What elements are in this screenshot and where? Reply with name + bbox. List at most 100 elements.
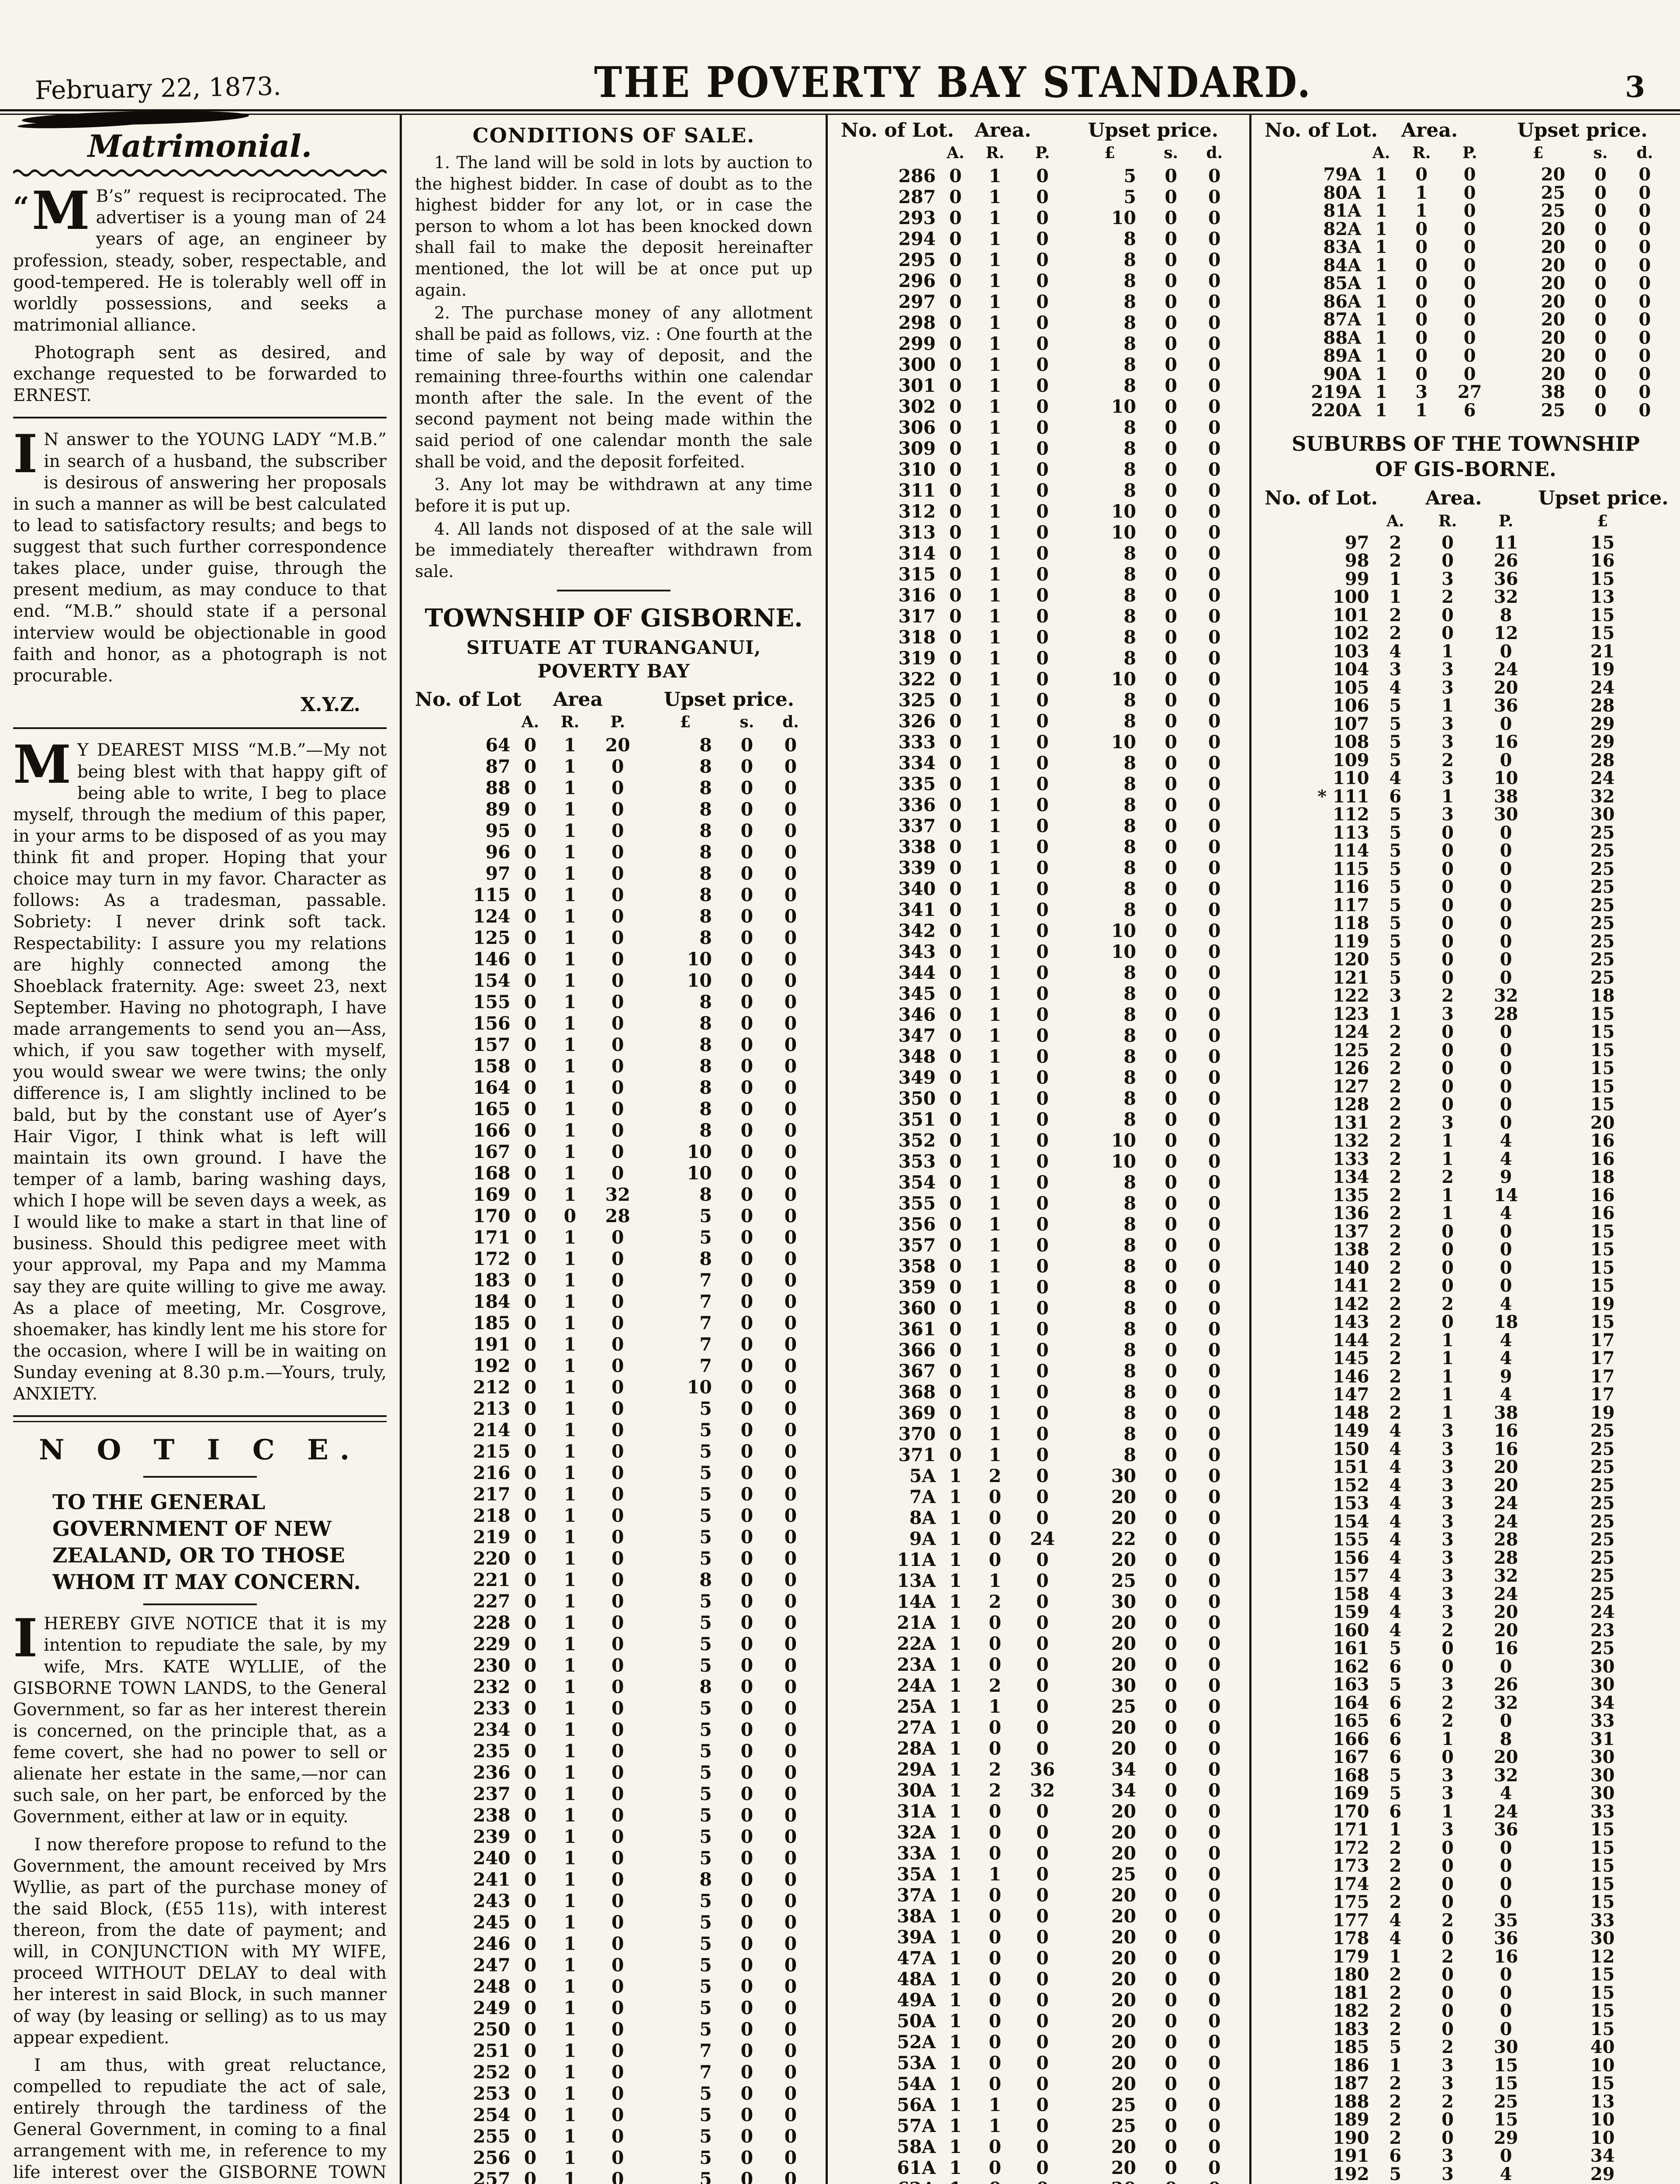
lot-number: 354 [898,1172,936,1193]
table-row: 191 0 1 0 7 0 0 [415,1334,812,1355]
table-cell: 32 [1474,2183,1538,2184]
lot-number: 121 [1332,967,1369,988]
table-cell: 1 [563,1034,577,1055]
table-cell: 0 [1036,920,1049,942]
table-cell: 0 [949,1403,962,1424]
table-cell: 5 [1389,695,1402,716]
table-cell: 15 [1590,1964,1615,1985]
table-row: 345 0 1 0 8 0 0 [841,983,1236,1004]
table-cell: 25 [1590,1475,1615,1496]
table-cell: 0 [1165,2136,1177,2158]
table-row: 313 0 1 0 10 0 0 [841,522,1236,543]
table-cell: 0 [1165,1067,1177,1089]
table-cell: 0 [989,1738,1002,1759]
table-cell: 1 [1389,587,1402,608]
lot-number: 166 [473,1120,511,1141]
lot-number: 161 [1332,1638,1369,1659]
table-cell: 0 [611,1826,624,1847]
table-cell: 8 [1123,1067,1136,1089]
lot-number: 164 [1332,1692,1369,1713]
table-cell: 29 [1493,2127,1518,2148]
lot-number: 132 [1332,1130,1369,1151]
table-cell: 0 [1500,2018,1512,2039]
table-cell: 32 [1493,1692,1518,1713]
table-cell: 15 [1590,1221,1615,1242]
table-cell: 17 [1590,1384,1615,1405]
table-cell: 0 [1036,2136,1049,2158]
table-cell: 0 [1165,1465,1177,1487]
table-row: 103 4 1 0 21 [1265,643,1667,661]
table-cell: 0 [524,2083,537,2104]
table-cell: 0 [949,1046,962,1068]
table-row: 166 0 1 0 8 0 0 [415,1120,812,1141]
table-row: 161 5 0 16 25 [1265,1639,1667,1658]
lot-number: 346 [898,1004,936,1026]
table-cell: 8 [1123,816,1136,837]
table-cell: 2 [1389,2073,1402,2094]
table-row: 186 1 3 15 10 [1265,2056,1667,2075]
table-cell: 2 [1389,1384,1402,1405]
lot-number: 13A [897,1570,936,1592]
table-cell: 29 [1590,2163,1615,2184]
table-cell: 15 [1590,1856,1615,1876]
table-cell: 1 [949,1885,962,1906]
table-cell: 0 [1036,690,1049,711]
table-cell: 0 [1165,1612,1177,1634]
table-cell: 0 [740,970,754,991]
table-row: 246 0 1 0 5 0 0 [415,1933,812,1955]
table-cell: 3 [1441,2146,1454,2167]
table-cell: 1 [989,774,1002,795]
table-cell: 8 [699,884,712,905]
table-row: 357 0 1 0 8 0 0 [841,1235,1236,1256]
table-cell: 1 [563,1804,577,1826]
table-row: 154 0 1 0 10 0 0 [415,970,812,992]
table-cell: 3 [1441,1003,1454,1024]
table-row: 297 0 1 0 8 0 0 [841,291,1236,312]
table-cell: 10 [1111,522,1136,543]
table-cell: 0 [784,1462,797,1483]
table-cell: 0 [1165,1654,1177,1676]
table-cell: 1 [989,1088,1002,1109]
lot-number: 124 [473,905,511,927]
table-cell: 1 [949,1507,962,1529]
table-cell: 36 [1030,1759,1055,1780]
lot-number: 118 [1332,913,1369,934]
table-cell: 0 [784,1055,797,1077]
table-cell: 5 [699,1441,712,1462]
table-cell: 0 [740,1526,754,1548]
table-cell: 1 [949,1927,962,1948]
lot-number: 238 [473,1804,511,1826]
table-cell: 0 [1165,501,1177,522]
table-cell: 15 [1590,532,1615,553]
table-cell: 0 [1036,501,1049,522]
table-cell: 0 [1500,1873,1512,1894]
table-cell: 0 [1036,1990,1049,2011]
table-cell: 0 [949,962,962,984]
table-cell: 0 [949,920,962,942]
masthead: February 22, 1873. THE POVERTY BAY STAND… [0,0,1680,111]
lot-number: 135 [1332,1185,1369,1206]
lot-number: 311 [898,480,936,501]
short-rule [143,1476,257,1478]
table-cell: 0 [1441,1892,1454,1913]
table-cell: 38 [1493,1402,1518,1423]
table-cell: 0 [784,1162,797,1184]
table-cell: 25 [1111,1696,1136,1717]
table-cell: 0 [949,1214,962,1235]
table-cell: 5 [1389,1638,1402,1659]
table-cell: 1 [563,1398,577,1419]
table-cell: 0 [1165,1256,1177,1277]
table-cell: 8 [1123,857,1136,879]
table-cell: 15 [1590,1982,1615,2003]
lot-number: 5A [909,1465,936,1487]
table-cell: 1 [563,1227,577,1248]
table-cell: 0 [1208,333,1221,355]
table-cell: 0 [949,1088,962,1109]
lot-number: 344 [898,962,936,984]
lot-number: 214 [473,1419,511,1441]
table-cell: 32 [1493,985,1518,1006]
lot-number: 32A [897,1822,936,1843]
table-cell: 0 [1036,1172,1049,1193]
lot-number: 178 [1332,1928,1369,1949]
lot-number: 122 [1332,985,1369,1006]
